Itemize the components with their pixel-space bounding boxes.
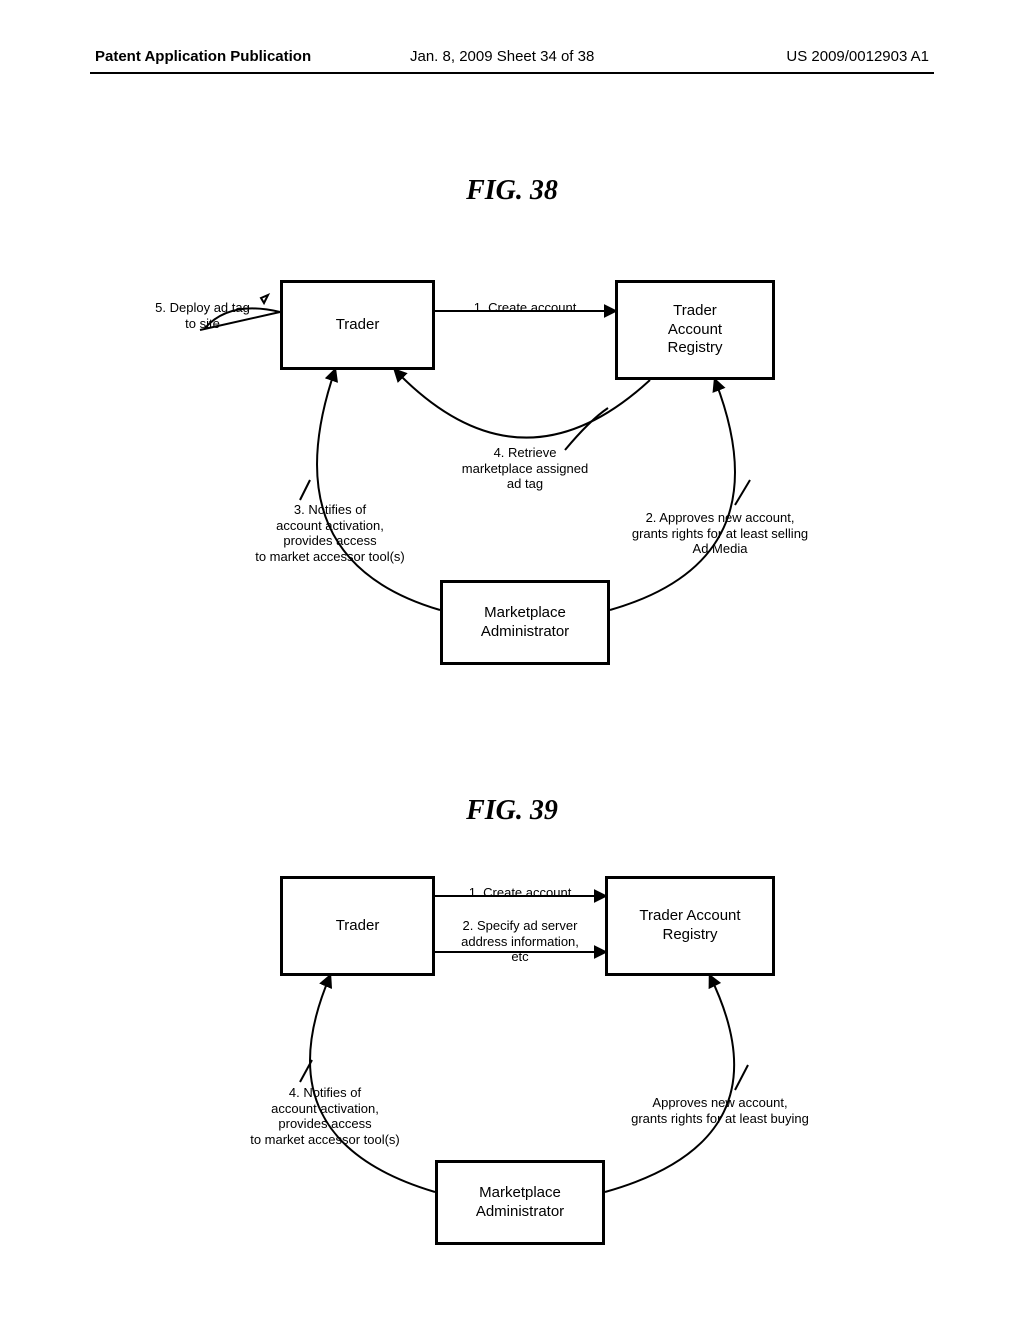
fig38-label-4: 4. Retrievemarketplace assignedad tag <box>425 445 625 492</box>
figure-39-title: FIG. 39 <box>0 795 1024 827</box>
fig39-label-2: 2. Specify ad serveraddress information,… <box>440 918 600 965</box>
header-rule <box>90 72 934 74</box>
fig39-label-4: 4. Notifies ofaccount activation,provide… <box>225 1085 425 1147</box>
header-center: Jan. 8, 2009 Sheet 34 of 38 <box>410 48 594 65</box>
node-label: MarketplaceAdministrator <box>476 1184 564 1222</box>
fig38-label-5: 5. Deploy ad tagto site <box>135 300 270 331</box>
header-left: Patent Application Publication <box>95 48 311 65</box>
fig39-label-3: Approves new account,grants rights for a… <box>610 1095 830 1126</box>
page: Patent Application Publication Jan. 8, 2… <box>0 0 1024 1320</box>
fig39-label-1: 1. Create account <box>450 885 590 901</box>
fig38-label-1: 1. Create account <box>455 300 595 316</box>
node-label: Trader <box>336 316 380 335</box>
node-label: Trader AccountRegistry <box>639 907 740 945</box>
fig38-label-3: 3. Notifies ofaccount activation,provide… <box>235 502 425 564</box>
figure-38-title: FIG. 38 <box>0 175 1024 207</box>
header-right: US 2009/0012903 A1 <box>786 48 929 65</box>
fig38-node-trader: Trader <box>280 280 435 370</box>
fig39-node-admin: MarketplaceAdministrator <box>435 1160 605 1245</box>
fig39-node-registry: Trader AccountRegistry <box>605 876 775 976</box>
fig38-label-2: 2. Approves new account,grants rights fo… <box>620 510 820 557</box>
node-label: Trader <box>336 917 380 936</box>
fig38-node-admin: MarketplaceAdministrator <box>440 580 610 665</box>
node-label: TraderAccountRegistry <box>667 302 722 358</box>
fig39-node-trader: Trader <box>280 876 435 976</box>
node-label: MarketplaceAdministrator <box>481 604 569 642</box>
fig38-node-registry: TraderAccountRegistry <box>615 280 775 380</box>
